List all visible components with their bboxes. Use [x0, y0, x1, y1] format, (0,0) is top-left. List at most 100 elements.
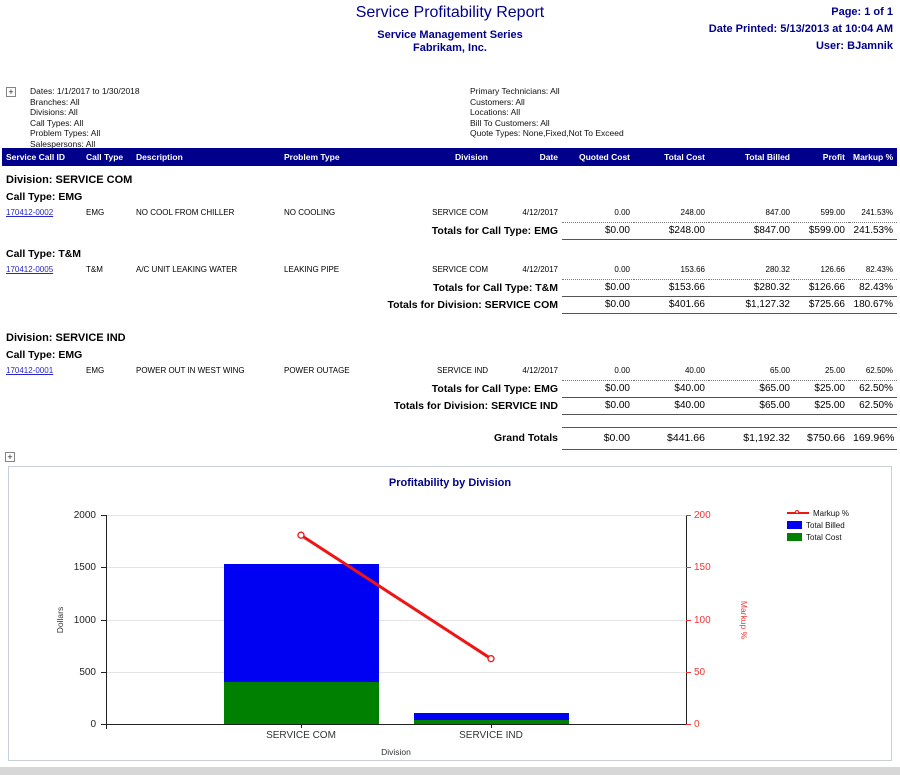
grand-totals-row: Grand Totals $0.00 $441.66 $1,192.32 $75…: [2, 427, 897, 450]
legend-label: Total Billed: [806, 520, 845, 530]
criteria-problem-types: Problem Types: All: [30, 128, 101, 138]
criteria-divisions: Divisions: All: [30, 107, 78, 117]
y-tick-label: 1000: [73, 615, 96, 626]
markup-line: [300, 533, 492, 660]
col-total-cost: Total Cost: [634, 148, 709, 166]
criteria-bill-to-customers: Bill To Customers: All: [470, 117, 550, 128]
bar-total-cost-0: [224, 682, 379, 724]
criteria-primary-technicians: Primary Technicians: All: [470, 86, 560, 96]
spacer-row: [2, 415, 897, 428]
gridline: [106, 567, 686, 568]
y-axis-line: [106, 515, 107, 729]
x-tickmark: [491, 724, 492, 728]
col-problem-type: Problem Type: [280, 148, 415, 166]
profitability-chart: Profitability by Division 0 500 1000 1500 20…: [8, 466, 892, 761]
report-subtitles: Service Management Series Fabrikam, Inc.: [0, 29, 900, 55]
legend-item: Total Cost: [787, 531, 849, 543]
y-axis-title: Dollars: [55, 606, 65, 634]
y2-tick-label: 200: [694, 510, 711, 521]
y2-tickmark: [686, 672, 691, 673]
call-type-heading: Call Type: T&M: [6, 248, 82, 260]
y2-tick-label: 100: [694, 615, 711, 626]
division-heading: Division: SERVICE IND: [6, 332, 126, 344]
y-tickmark: [101, 672, 106, 673]
legend-box-swatch-icon: [787, 533, 802, 541]
service-call-link[interactable]: 170412-0001: [6, 366, 54, 376]
legend-item: Markup %: [787, 507, 849, 519]
col-call-type: Call Type: [82, 148, 132, 166]
chart-legend: Markup % Total Billed Total Cost: [787, 507, 849, 543]
y2-tick-label: 150: [694, 562, 711, 573]
criteria-salespersons: Salespersons: All: [30, 138, 96, 149]
y-tickmark: [101, 724, 106, 725]
page-number: Page: 1 of 1: [831, 6, 893, 18]
criteria-dates: Dates: 1/1/2017 to 1/30/2018: [30, 86, 140, 96]
table-row: 170412-0001 EMG POWER OUT IN WEST WING P…: [2, 363, 897, 381]
y2-tick-label: 50: [694, 667, 706, 678]
y-tickmark: [101, 567, 106, 568]
col-date: Date: [492, 148, 562, 166]
col-division: Division: [415, 148, 492, 166]
y-tickmark: [101, 620, 106, 621]
criteria-call-types: Call Types: All: [30, 117, 84, 128]
criteria-left: Dates: 1/1/2017 to 1/30/2018 Branches: A…: [30, 86, 140, 149]
service-call-link[interactable]: 170412-0005: [6, 265, 54, 275]
col-quoted-cost: Quoted Cost: [562, 148, 634, 166]
series-name: Service Management Series: [377, 29, 523, 41]
y2-tickmark: [686, 567, 691, 568]
date-printed: Date Printed: 5/13/2013 at 10:04 AM: [708, 23, 893, 35]
report-title: Service Profitability Report: [355, 4, 545, 21]
y-tick-label: 1500: [73, 562, 96, 573]
y-tickmark: [101, 515, 106, 516]
bar-total-billed-1: [414, 713, 569, 720]
page-bottom-edge: [0, 767, 900, 775]
criteria-quote-types: Quote Types: None,Fixed,Not To Exceed: [470, 128, 624, 138]
criteria-customers: Customers: All: [470, 96, 525, 107]
company-name: Fabrikam, Inc.: [413, 42, 487, 54]
division-totals-row: Totals for Division: SERVICE COM $0.00 $…: [2, 296, 897, 314]
y-tick-label: 0: [90, 719, 96, 730]
x-axis-title: Division: [381, 747, 411, 757]
y2-tickmark: [686, 620, 691, 621]
call-type-heading: Call Type: EMG: [6, 191, 83, 203]
call-type-totals-row: Totals for Call Type: T&M $0.00 $153.66 …: [2, 279, 897, 297]
report-meta: Page: 1 of 1 Date Printed: 5/13/2013 at …: [709, 4, 893, 55]
criteria-locations: Locations: All: [470, 107, 521, 117]
legend-box-swatch-icon: [787, 521, 802, 529]
legend-label: Markup %: [813, 508, 850, 518]
x-tickmark: [301, 724, 302, 728]
gridline: [106, 515, 686, 516]
y2-axis-title: Markup %: [739, 600, 749, 640]
x-axis-line: [101, 724, 686, 725]
y-tick-label: 500: [79, 667, 96, 678]
gridline: [106, 620, 686, 621]
col-service-call-id: Service Call ID: [2, 148, 82, 166]
x-category-label: SERVICE COM: [266, 730, 336, 741]
y2-tickmark: [686, 724, 691, 725]
table-header-row: Service Call ID Call Type Description Pr…: [2, 148, 897, 166]
x-category-label: SERVICE IND: [459, 730, 523, 741]
bar-total-billed-0: [224, 564, 379, 682]
bar-total-cost-1: [414, 720, 569, 724]
y2-tick-label: 0: [694, 719, 700, 730]
call-type-heading: Call Type: EMG: [6, 349, 83, 361]
col-profit: Profit: [794, 148, 849, 166]
division-totals-row: Totals for Division: SERVICE IND $0.00 $…: [2, 397, 897, 415]
y-tick-label: 2000: [73, 510, 96, 521]
expand-criteria-icon[interactable]: +: [6, 87, 16, 97]
service-calls-table: Service Call ID Call Type Description Pr…: [2, 148, 897, 450]
col-total-billed: Total Billed: [709, 148, 794, 166]
expand-chart-icon[interactable]: +: [5, 452, 15, 462]
markup-point-0: [297, 531, 305, 539]
call-type-totals-row: Totals for Call Type: EMG $0.00 $248.00 …: [2, 222, 897, 240]
table-row: 170412-0002 EMG NO COOL FROM CHILLER NO …: [2, 205, 897, 223]
criteria-right: Primary Technicians: All Customers: All …: [470, 86, 624, 139]
markup-point-1: [487, 655, 495, 663]
y2-tickmark: [686, 515, 691, 516]
legend-item: Total Billed: [787, 519, 849, 531]
criteria-branches: Branches: All: [30, 96, 80, 107]
service-call-link[interactable]: 170412-0002: [6, 208, 54, 218]
legend-line-swatch-icon: [787, 509, 809, 517]
call-type-totals-row: Totals for Call Type: EMG $0.00 $40.00 $…: [2, 380, 897, 398]
